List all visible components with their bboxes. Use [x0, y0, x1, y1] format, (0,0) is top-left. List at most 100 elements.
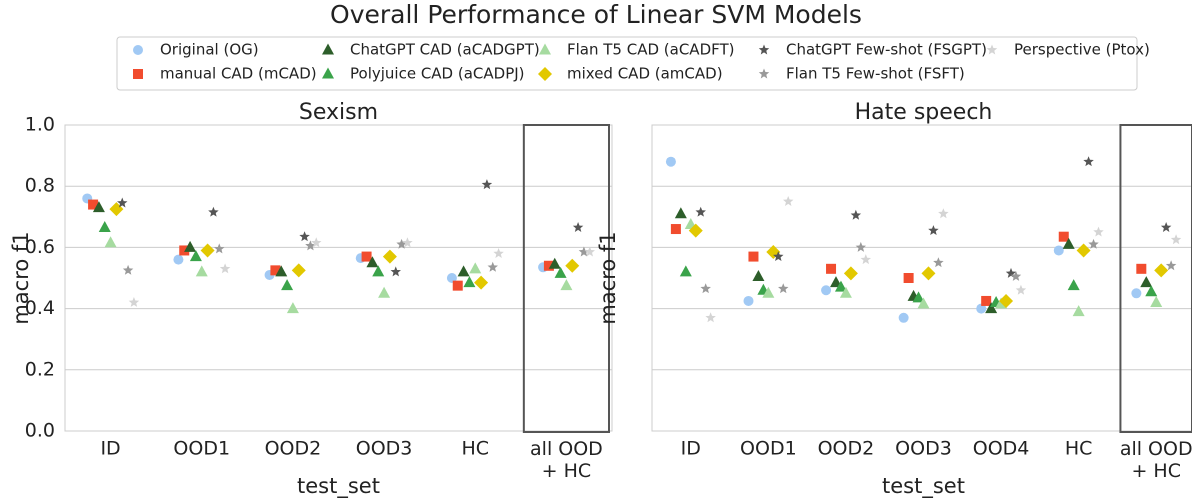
marker — [921, 266, 936, 281]
marker — [322, 43, 334, 55]
marker — [1010, 270, 1022, 281]
y-tick-label: 0.2 — [25, 358, 55, 380]
marker — [903, 273, 914, 283]
marker — [1053, 245, 1064, 256]
marker — [912, 291, 925, 303]
marker — [452, 280, 463, 291]
marker — [1160, 222, 1172, 232]
x-tick-label: ID — [100, 438, 120, 460]
legend-label: Polyjuice CAD (aCADPJ) — [350, 65, 525, 83]
marker — [390, 266, 401, 277]
x-tick-label: all OOD + HC — [530, 438, 603, 482]
marker — [1136, 263, 1147, 274]
y-tick-label: 1.0 — [25, 114, 55, 136]
marker — [543, 260, 554, 271]
marker — [554, 266, 567, 278]
marker — [1005, 267, 1017, 278]
marker — [748, 251, 759, 262]
marker — [402, 237, 413, 248]
marker — [679, 265, 692, 277]
marker — [839, 286, 852, 298]
marker — [1093, 226, 1104, 237]
marker — [999, 293, 1014, 308]
legend-label: manual CAD (mCAD) — [160, 65, 317, 83]
x-tick-label: HC — [1065, 438, 1093, 460]
marker — [128, 296, 140, 307]
marker — [985, 302, 998, 314]
marker — [98, 221, 111, 233]
marker — [1154, 263, 1169, 278]
marker — [1083, 156, 1094, 167]
marker — [88, 199, 99, 210]
marker — [117, 197, 128, 208]
marker — [1165, 260, 1177, 271]
y-tick-label: 0.8 — [25, 175, 55, 197]
marker — [705, 312, 716, 323]
marker — [743, 295, 754, 306]
marker — [469, 262, 482, 274]
x-tick-label: HC — [461, 438, 489, 460]
marker — [700, 283, 711, 294]
legend-label: ChatGPT CAD (aCADGPT) — [350, 41, 540, 59]
marker — [670, 224, 681, 235]
plot-frame — [64, 124, 613, 432]
marker — [860, 254, 872, 265]
marker — [366, 256, 379, 268]
marker — [446, 273, 457, 283]
marker — [1088, 238, 1099, 249]
marker — [826, 263, 837, 274]
legend-box — [116, 36, 1138, 91]
y-axis-title: macro f1 — [596, 231, 620, 324]
marker — [474, 275, 489, 290]
legend-label: mixed CAD (amCAD) — [567, 65, 723, 83]
marker — [778, 283, 789, 294]
marker — [1062, 237, 1075, 249]
marker — [773, 251, 784, 262]
marker — [1072, 305, 1085, 317]
marker — [104, 236, 117, 248]
marker — [981, 295, 992, 306]
marker — [917, 297, 930, 309]
legend-label: ChatGPT Few-shot (FSGPT) — [786, 41, 987, 59]
marker — [378, 286, 391, 298]
marker — [382, 249, 397, 264]
marker — [133, 45, 143, 55]
marker — [1067, 279, 1080, 291]
marker — [286, 302, 299, 314]
marker — [122, 264, 134, 275]
y-tick-label: 0.6 — [25, 236, 55, 258]
marker — [361, 251, 372, 262]
marker — [938, 208, 949, 219]
marker — [291, 263, 306, 278]
marker — [270, 265, 281, 276]
marker — [133, 69, 143, 79]
marker — [299, 231, 310, 242]
marker — [548, 257, 561, 269]
marker — [305, 240, 316, 251]
marker — [311, 237, 322, 248]
x-tick-label: all OOD + HC — [1120, 438, 1192, 482]
marker — [762, 286, 775, 298]
marker — [1145, 285, 1158, 297]
y-tick-label: 0.0 — [25, 420, 55, 442]
marker — [782, 196, 794, 206]
x-tick-label: OOD2 — [818, 438, 875, 460]
marker — [933, 257, 944, 268]
panel-title: Hate speech — [855, 100, 993, 125]
marker — [976, 303, 987, 314]
x-tick-label: OOD2 — [265, 438, 322, 460]
marker — [821, 285, 832, 296]
marker — [92, 201, 105, 213]
marker — [195, 265, 208, 277]
x-tick-label: OOD4 — [973, 438, 1030, 460]
figure-title: Overall Performance of Linear SVM Models — [330, 0, 862, 29]
marker — [843, 266, 858, 281]
legend-label: Flan T5 Few-shot (FSFT) — [786, 65, 965, 83]
marker — [1076, 243, 1091, 258]
marker — [200, 243, 215, 258]
marker — [1170, 234, 1182, 245]
marker — [1058, 231, 1069, 242]
marker — [219, 263, 231, 274]
marker — [1131, 288, 1142, 299]
marker — [184, 240, 197, 252]
